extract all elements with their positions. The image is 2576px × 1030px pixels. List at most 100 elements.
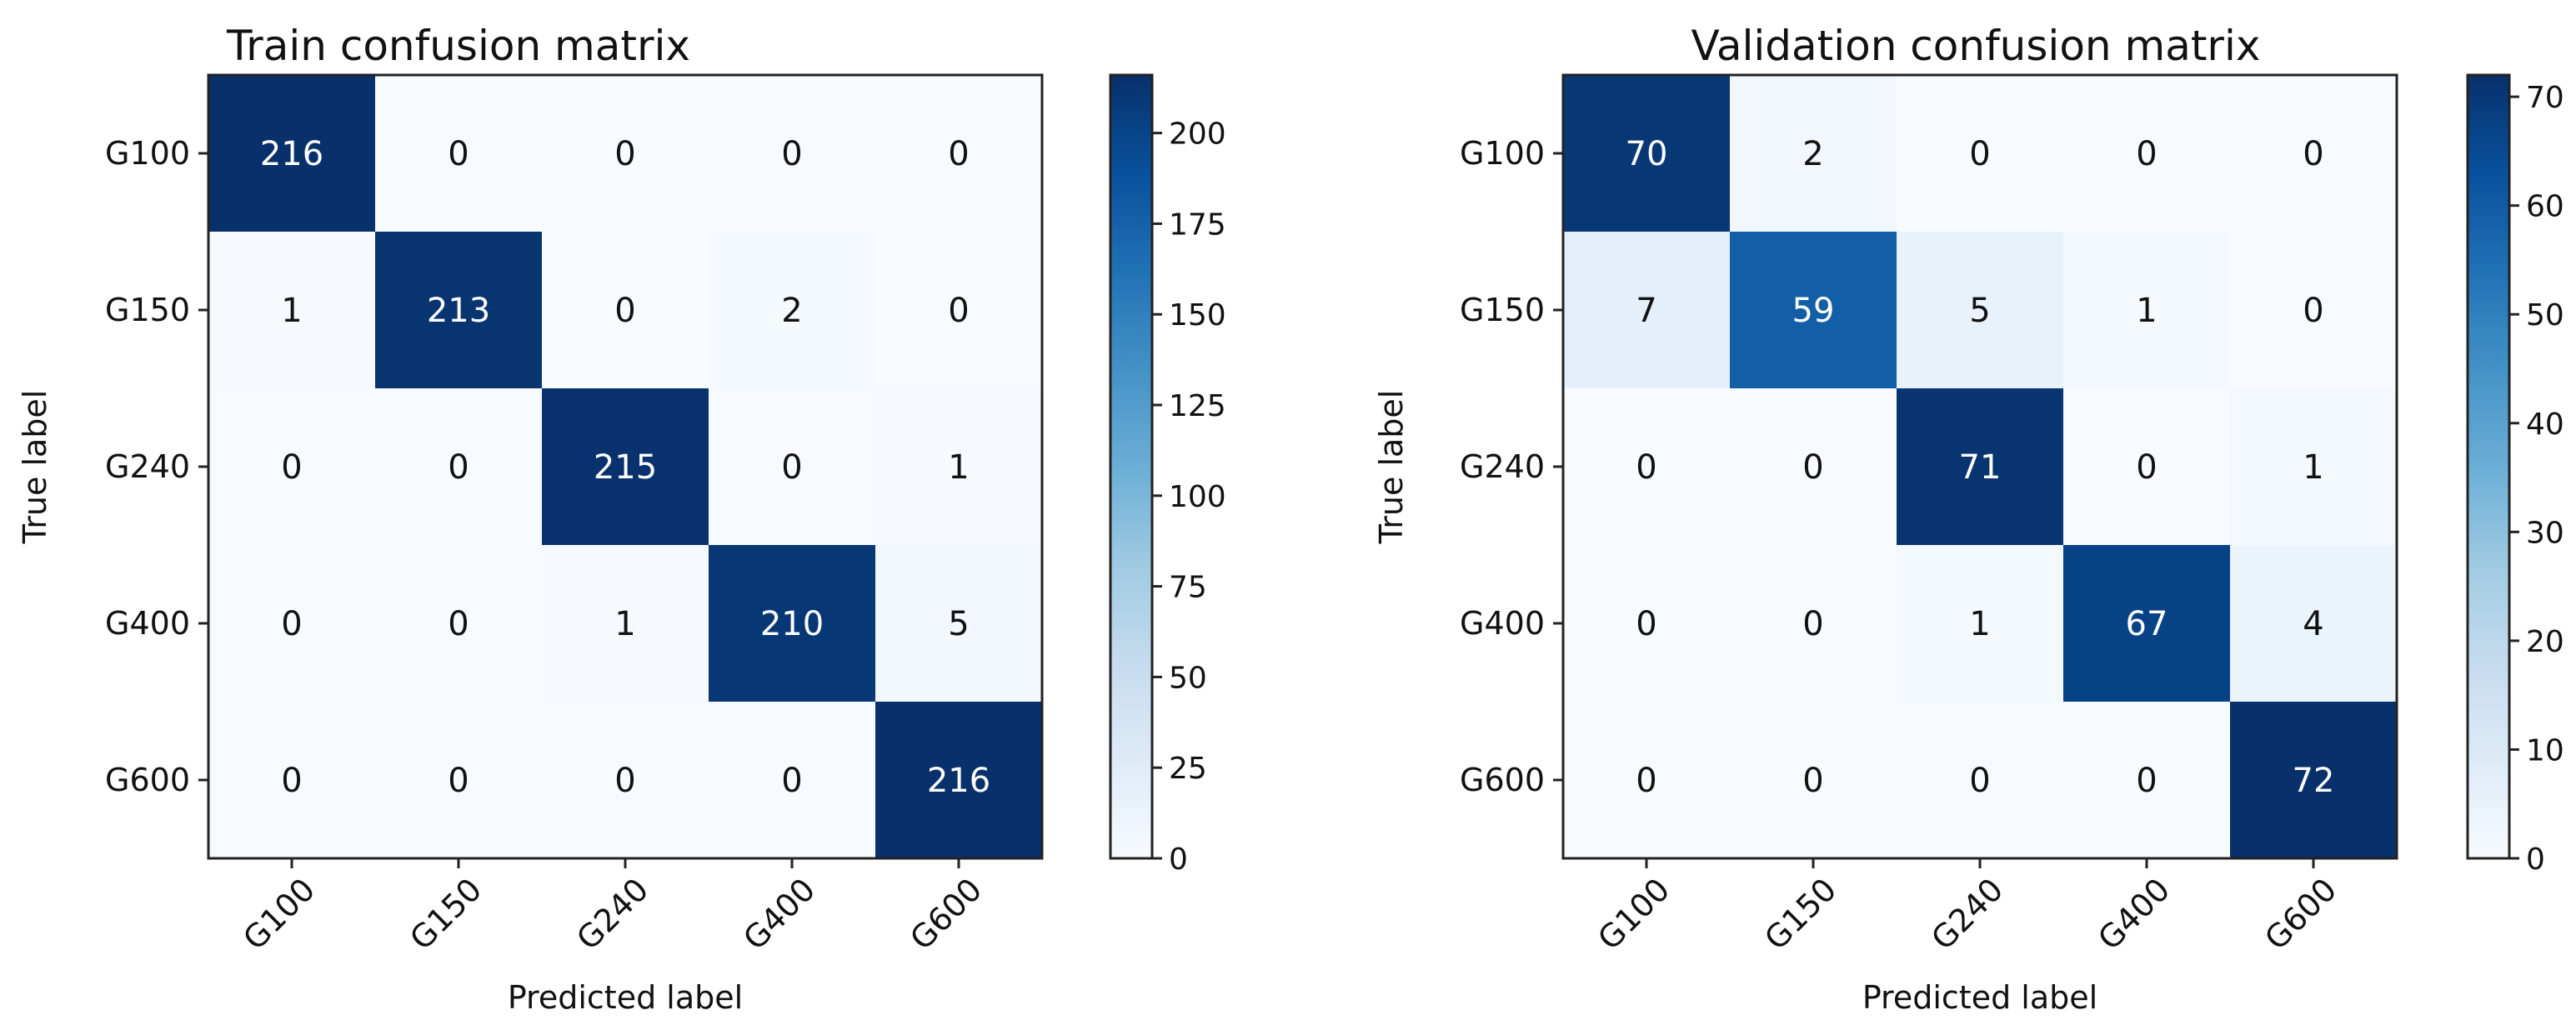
validation-chart-title: Validation confusion matrix <box>1691 22 2261 70</box>
train-cell-value: 0 <box>781 135 802 173</box>
train-cell-r4-c0 <box>208 702 376 859</box>
train-cell-value: 2 <box>781 292 802 330</box>
validation-x-tick-label: G600 <box>2258 871 2343 957</box>
validation-cell-value: 0 <box>2136 135 2157 173</box>
train-cell-r2-c0 <box>208 388 376 546</box>
train-cell-value: 0 <box>781 448 802 487</box>
train-y-tick-label: G100 <box>105 135 190 172</box>
train-y-tick-label: G150 <box>105 292 190 328</box>
train-colorbar-tick-label: 150 <box>1169 298 1226 332</box>
train-colorbar-tick-label: 75 <box>1169 571 1207 605</box>
train-cell-r0-c2 <box>542 75 709 232</box>
train-cell-r2-c3 <box>709 388 876 546</box>
train-y-tick-label: G400 <box>105 605 190 642</box>
train-cell-r1-c1 <box>375 232 543 389</box>
validation-cell-value: 70 <box>1626 135 1668 173</box>
train-cell-value: 216 <box>260 135 323 173</box>
validation-colorbar-tick-label: 60 <box>2526 190 2564 224</box>
train-x-tick-label: G600 <box>903 871 989 957</box>
train-cell-value: 1 <box>948 448 969 487</box>
train-cell-value: 0 <box>614 135 635 173</box>
validation-y-ticks: G100 G150 G240 G400 G600 <box>1460 135 1563 798</box>
validation-x-tick-label: G400 <box>2091 871 2177 957</box>
validation-colorbar-tick-label: 0 <box>2526 842 2545 877</box>
validation-x-ticks: G100 G150 G240 G400 G600 <box>1591 858 2343 957</box>
train-cell-value: 0 <box>281 605 302 643</box>
validation-colorbar-ticks: 0 10 20 30 40 50 60 70 <box>2509 81 2564 877</box>
train-colorbar-tick-label: 125 <box>1169 389 1226 423</box>
validation-cell-value: 0 <box>2303 135 2323 173</box>
train-cell-r4-c1 <box>375 702 543 859</box>
validation-cell-r1-c4 <box>2230 232 2398 389</box>
train-cell-r1-c0 <box>208 232 376 389</box>
train-colorbar-tick-label: 100 <box>1169 480 1226 514</box>
validation-cell-value: 67 <box>2126 605 2168 643</box>
train-cell-r1-c3 <box>709 232 876 389</box>
validation-cell-value: 0 <box>1802 605 1823 643</box>
train-cell-r0-c3 <box>709 75 876 232</box>
train-cell-value: 0 <box>281 448 302 487</box>
train-cell-r1-c2 <box>542 232 709 389</box>
validation-colorbar <box>2466 73 2511 860</box>
validation-cell-r0-c3 <box>2063 75 2231 232</box>
validation-cell-value: 1 <box>2136 292 2157 330</box>
validation-cell-r2-c1 <box>1730 388 1897 546</box>
train-cell-value: 0 <box>448 762 469 800</box>
validation-cell-r2-c4 <box>2230 388 2398 546</box>
validation-cell-value: 0 <box>1636 762 1656 800</box>
train-colorbar-tick-label: 175 <box>1169 208 1226 242</box>
train-heatmap-cells: 216 0 0 0 0 1 213 0 2 0 0 0 215 0 1 0 0 1 210 5 0 0 0 0 216 <box>208 75 1043 859</box>
train-cell-value: 0 <box>781 762 802 800</box>
validation-x-tick-label: G100 <box>1591 871 1676 957</box>
validation-y-tick-label: G600 <box>1460 762 1545 798</box>
train-cell-r0-c4 <box>875 75 1043 232</box>
train-cell-value: 216 <box>927 762 990 800</box>
validation-cell-r3-c0 <box>1563 545 1731 702</box>
train-x-tick-label: G240 <box>569 871 655 957</box>
validation-x-tick-label: G240 <box>1924 871 2010 957</box>
train-colorbar <box>1109 73 1154 860</box>
validation-cell-value: 1 <box>2303 448 2323 487</box>
validation-cell-value: 1 <box>1969 605 1990 643</box>
validation-cell-r0-c4 <box>2230 75 2398 232</box>
validation-colorbar-tick-label: 10 <box>2526 733 2564 768</box>
train-y-tick-label: G240 <box>105 448 190 485</box>
validation-cell-r4-c1 <box>1730 702 1897 859</box>
validation-y-tick-label: G400 <box>1460 605 1545 642</box>
train-cell-value: 0 <box>281 762 302 800</box>
validation-cell-value: 0 <box>1636 448 1656 487</box>
train-cell-r3-c0 <box>208 545 376 702</box>
validation-cell-value: 0 <box>2136 762 2157 800</box>
validation-x-tick-label: G150 <box>1757 871 1843 957</box>
validation-cell-r4-c4 <box>2230 702 2398 859</box>
validation-cell-r0-c2 <box>1897 75 2064 232</box>
train-colorbar-tick-label: 25 <box>1169 752 1207 786</box>
validation-cell-value: 72 <box>2293 762 2335 800</box>
train-cell-value: 0 <box>614 292 635 330</box>
train-colorbar-tick-label: 200 <box>1169 118 1226 152</box>
validation-cell-value: 0 <box>1802 762 1823 800</box>
validation-cell-r4-c2 <box>1897 702 2064 859</box>
train-x-axis-label: Predicted label <box>508 979 743 1016</box>
validation-colorbar-tick-label: 70 <box>2526 81 2564 115</box>
validation-cell-value: 2 <box>1802 135 1823 173</box>
validation-cell-r1-c2 <box>1897 232 2064 389</box>
train-cell-value: 0 <box>614 762 635 800</box>
train-cell-r3-c1 <box>375 545 543 702</box>
validation-colorbar-tick-label: 40 <box>2526 408 2564 442</box>
train-cell-value: 0 <box>948 135 969 173</box>
train-y-tick-label: G600 <box>105 762 190 798</box>
validation-cell-r4-c0 <box>1563 702 1731 859</box>
validation-cell-r1-c3 <box>2063 232 2231 389</box>
validation-colorbar-tick-label: 30 <box>2526 516 2564 550</box>
validation-colorbar-tick-label: 20 <box>2526 625 2564 659</box>
train-panel: Train confusion matrix 216 0 0 0 01 213 0 2 00 0 2… <box>17 22 1226 1016</box>
train-cell-value: 0 <box>448 605 469 643</box>
validation-cell-value: 59 <box>1792 292 1835 330</box>
validation-cell-value: 4 <box>2303 605 2323 643</box>
train-cell-r3-c2 <box>542 545 709 702</box>
validation-cell-value: 71 <box>1959 448 2002 487</box>
train-cell-r4-c2 <box>542 702 709 859</box>
train-cell-r2-c1 <box>375 388 543 546</box>
validation-cell-r2-c2 <box>1897 388 2064 546</box>
